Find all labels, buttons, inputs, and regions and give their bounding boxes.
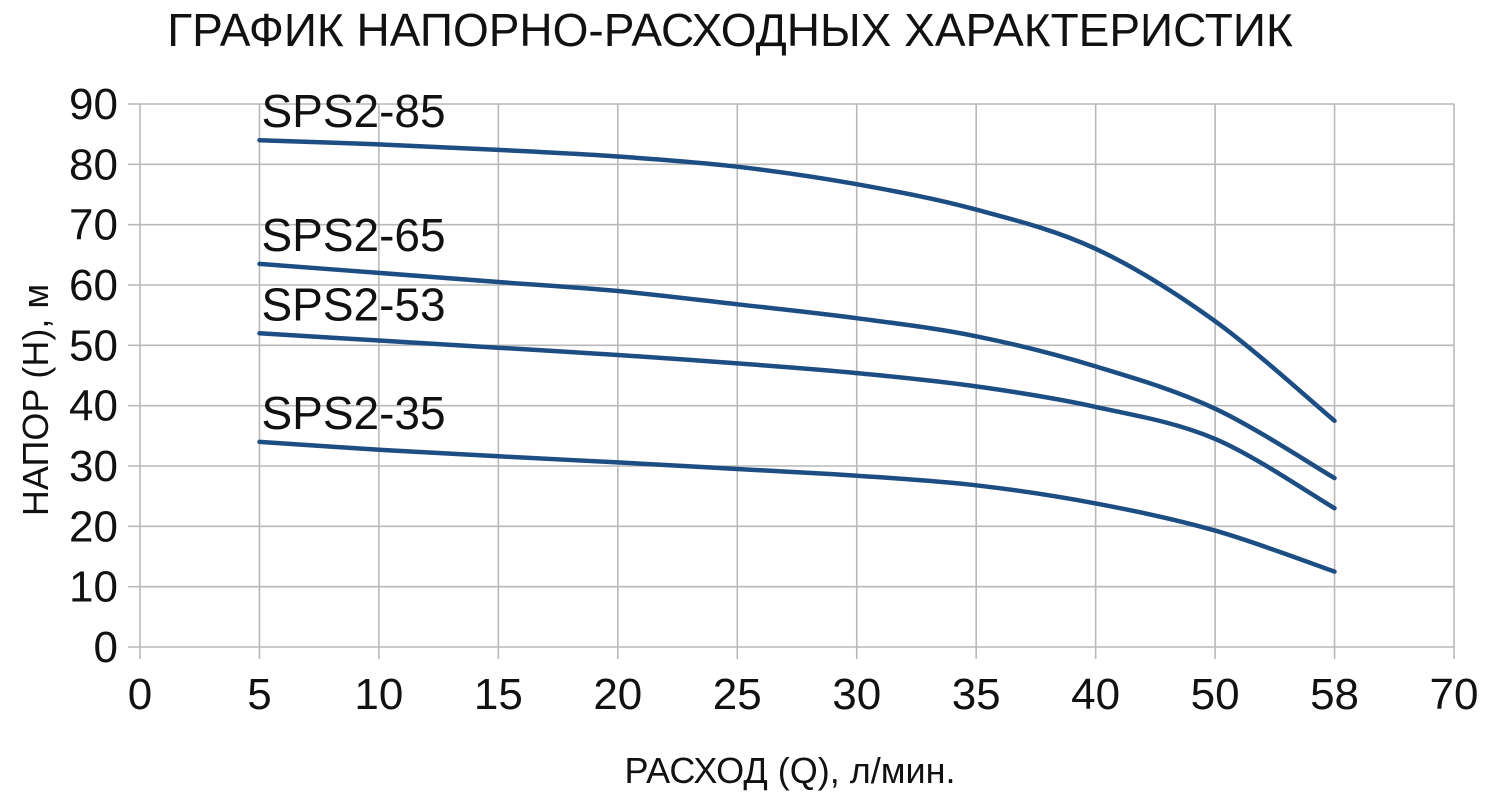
series-labels: SPS2-85 SPS2-65 SPS2-53 SPS2-35 [261,85,445,439]
series-label-SPS2-35: SPS2-35 [261,387,445,439]
gridlines [139,103,1455,648]
chart-title: ГРАФИК НАПОРНО-РАСХОДНЫХ ХАРАКТЕРИСТИК [167,4,1293,56]
y-axis-title: НАПОР (H), м [15,284,56,516]
series-curve-SPS2-65 [257,261,1337,481]
y-tick-label: 10 [69,563,118,612]
x-tick-label: 35 [952,670,1001,719]
series-label-SPS2-85: SPS2-85 [261,85,445,137]
series-curve-SPS2-53 [257,331,1337,511]
x-tick-label: 25 [713,670,762,719]
y-tick-label: 0 [94,623,118,672]
x-tick-label: 30 [832,670,881,719]
x-tick-label: 50 [1191,670,1240,719]
series-curve-SPS2-85 [257,137,1337,424]
series-label-SPS2-53: SPS2-53 [261,278,445,330]
y-tick-label: 70 [69,201,118,250]
y-tick-label: 20 [69,502,118,551]
axis-ticks [128,103,1455,659]
tick-labels: 0 10 20 30 40 50 60 70 80 90 0 5 10 15 20 25 30 35 40 50 58 7… [69,80,1478,719]
x-tick-label: 20 [593,670,642,719]
x-tick-label: 0 [128,670,152,719]
series-curve-SPS2-35 [257,439,1337,574]
x-tick-label: 10 [354,670,403,719]
x-tick-label: 58 [1310,670,1359,719]
series-curves [257,137,1337,574]
y-tick-label: 50 [69,321,118,370]
x-tick-label: 40 [1071,670,1120,719]
y-tick-label: 60 [69,261,118,310]
y-tick-label: 30 [69,442,118,491]
series-label-SPS2-65: SPS2-65 [261,209,445,261]
x-tick-label: 70 [1430,670,1479,719]
x-tick-label: 5 [247,670,271,719]
y-tick-label: 40 [69,382,118,431]
y-tick-label: 90 [69,80,118,129]
x-axis-title: РАСХОД (Q), л/мин. [625,750,956,791]
x-tick-label: 15 [474,670,523,719]
y-tick-label: 80 [69,140,118,189]
